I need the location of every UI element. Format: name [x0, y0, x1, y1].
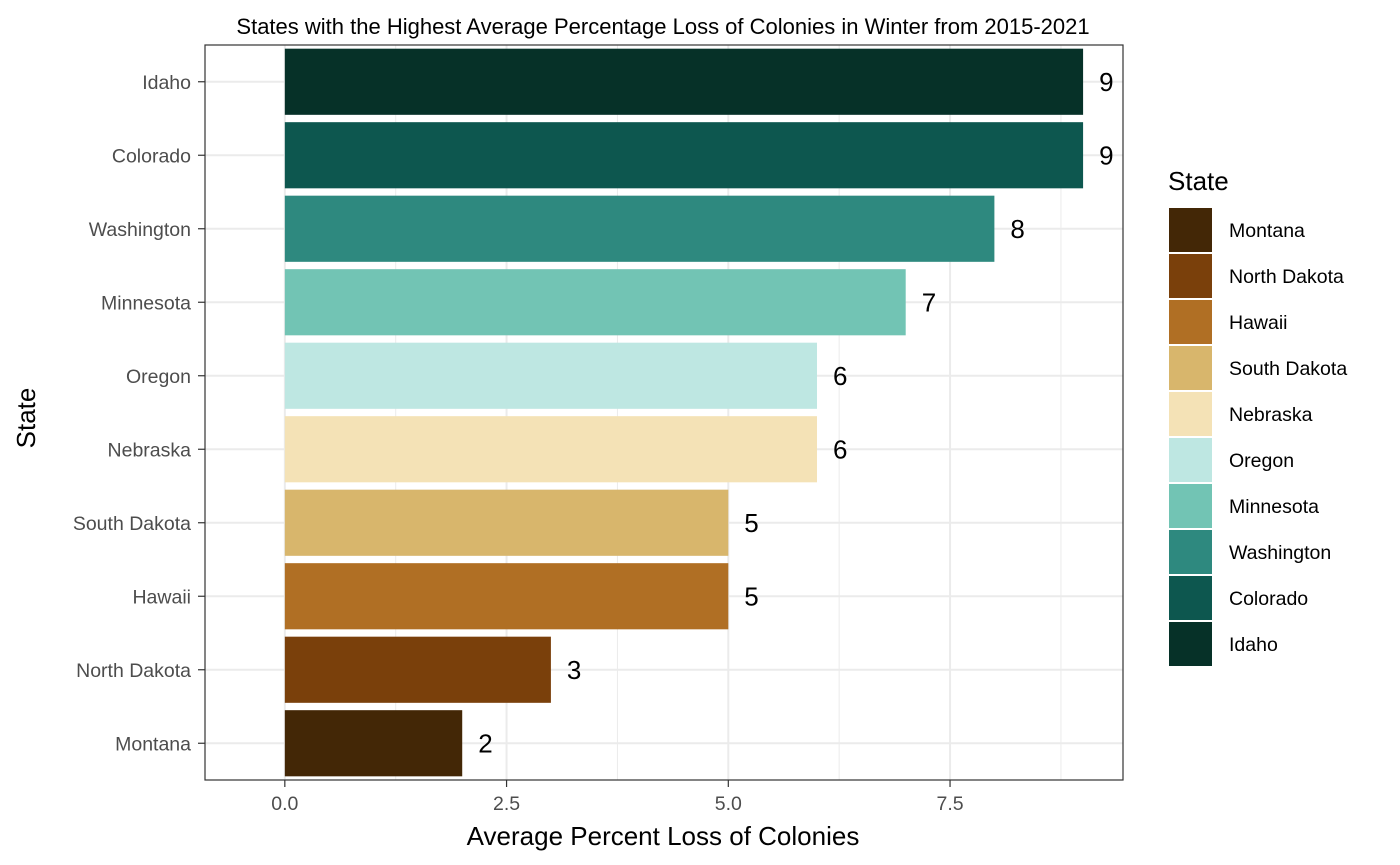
y-tick-label: Montana [115, 733, 191, 755]
legend-label: North Dakota [1229, 266, 1344, 288]
bar [284, 563, 729, 630]
legend-label: Oregon [1229, 450, 1294, 472]
y-tick-label: Hawaii [132, 586, 191, 608]
legend-swatch [1169, 530, 1212, 574]
y-axis-title: State [11, 388, 41, 449]
legend-label: Washington [1229, 542, 1331, 564]
legend-swatch [1169, 622, 1212, 666]
legend-label: Idaho [1229, 634, 1278, 656]
data-label: 5 [744, 581, 758, 611]
y-tick-label: Nebraska [108, 439, 192, 461]
legend-swatch [1169, 484, 1212, 528]
data-label: 6 [833, 361, 847, 391]
y-tick-label: North Dakota [76, 660, 191, 682]
bar [284, 342, 818, 409]
y-tick-label: Colorado [112, 145, 191, 167]
bar [284, 636, 551, 703]
plot-panel: 9 9 8 7 6 6 5 5 3 2 [204, 44, 1124, 781]
bar [284, 195, 995, 262]
data-label: 9 [1099, 140, 1113, 170]
bar [284, 416, 818, 483]
legend: State Montana North Dakota Hawaii South Dak… [1168, 166, 1347, 666]
legend-swatch [1169, 346, 1212, 390]
bar [284, 710, 463, 777]
legend-label: Colorado [1229, 588, 1308, 610]
data-label: 7 [922, 287, 936, 317]
bar [284, 122, 1084, 189]
legend-swatch [1169, 300, 1212, 344]
bar [284, 269, 906, 336]
y-tick-label: South Dakota [73, 513, 191, 535]
x-axis: 0.0 2.5 5.0 7.5 [271, 780, 964, 815]
legend-swatch [1169, 438, 1212, 482]
legend-label: Montana [1229, 220, 1305, 242]
x-tick-label: 5.0 [715, 793, 742, 815]
legend-swatch [1169, 254, 1212, 298]
x-tick-label: 0.0 [271, 793, 298, 815]
legend-label: Minnesota [1229, 496, 1319, 518]
legend-label: South Dakota [1229, 358, 1347, 380]
legend-swatch [1169, 392, 1212, 436]
legend-label: Hawaii [1229, 312, 1288, 334]
legend-label: Nebraska [1229, 404, 1313, 426]
bar [284, 489, 729, 556]
data-label: 5 [744, 508, 758, 538]
bar [284, 48, 1084, 115]
legend-title: State [1168, 166, 1229, 196]
data-label: 9 [1099, 67, 1113, 97]
legend-swatch [1169, 208, 1212, 252]
chart-title: States with the Highest Average Percenta… [236, 14, 1089, 39]
legend-swatch [1169, 576, 1212, 620]
data-label: 2 [478, 728, 492, 758]
y-tick-label: Minnesota [101, 292, 191, 314]
data-label: 8 [1010, 214, 1024, 244]
data-label: 6 [833, 434, 847, 464]
x-tick-label: 2.5 [493, 793, 520, 815]
x-tick-label: 7.5 [936, 793, 963, 815]
y-tick-label: Oregon [126, 366, 191, 388]
x-axis-title: Average Percent Loss of Colonies [467, 821, 860, 851]
y-tick-label: Idaho [142, 72, 191, 94]
data-label: 3 [567, 655, 581, 685]
panel-border [204, 44, 1124, 781]
y-tick-label: Washington [89, 219, 191, 241]
y-axis: Idaho Colorado Washington Minnesota Oregon Ne… [73, 72, 205, 755]
